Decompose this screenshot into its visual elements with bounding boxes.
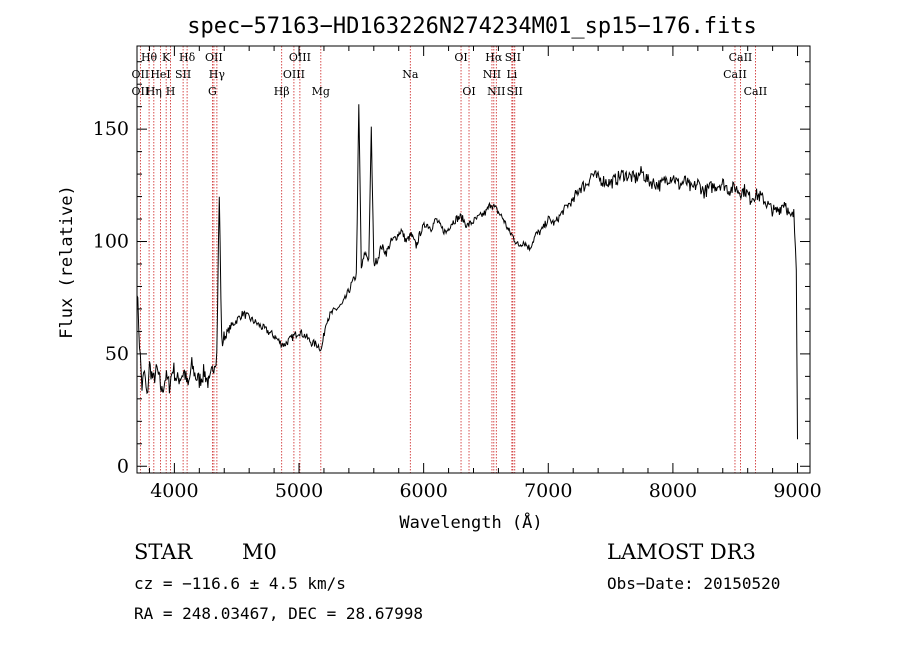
spectral-line-label: Hδ [179, 51, 196, 64]
spectral-line-label: SII [505, 51, 521, 64]
x-tick-label: 7000 [524, 480, 572, 502]
spectral-line-label: Li [506, 68, 517, 81]
spectral-line-label: OIII [289, 51, 311, 64]
spectral-line-label: OI [462, 85, 475, 98]
spectral-line-label: OIII [283, 68, 305, 81]
y-axis-ticks: 0 50 100 150 [93, 61, 810, 477]
x-tick-label: 8000 [649, 480, 697, 502]
spectral-labels-layer: Hθ OII OII K HeI Hη Hδ SII H OII Hγ G OIII OIII Hβ Mg Na… [132, 51, 768, 98]
y-tick-label: 50 [105, 343, 129, 365]
spectral-line-label: G [208, 85, 217, 98]
x-tick-label: 4000 [150, 480, 198, 502]
spectrum-line [136, 104, 798, 440]
spectral-line-label: OI [454, 51, 467, 64]
spectral-line-label: Hγ [209, 68, 226, 81]
spectral-line-label: Hβ [274, 85, 290, 98]
spectral-lines-layer [139, 46, 756, 473]
spectral-line-label: Hα [485, 51, 503, 64]
observation-date: Obs−Date: 20150520 [607, 574, 780, 593]
x-tick-label: 5000 [275, 480, 323, 502]
spectral-line-label: Mg [312, 85, 330, 98]
spectral-line-label: CaII [729, 51, 753, 64]
y-axis-label: Flux (relative) [57, 185, 77, 339]
spectral-line-label: NII [487, 85, 505, 98]
spectral-line-label: K [162, 51, 171, 64]
y-tick-label: 100 [93, 231, 129, 253]
ra-dec-coordinates: RA = 248.03467, DEC = 28.67998 [134, 604, 423, 623]
spectral-line-label: CaII [723, 68, 747, 81]
spectral-line-label: Na [402, 68, 419, 81]
spectral-line-label: H [166, 85, 176, 98]
spectral-line-label: OII [132, 85, 150, 98]
redshift-value: cz = −116.6 ± 4.5 km/s [134, 574, 346, 593]
spectral-line-label: OII [205, 51, 223, 64]
x-tick-label: 9000 [773, 480, 821, 502]
spectral-line-label: OII [132, 68, 150, 81]
y-tick-label: 0 [117, 455, 129, 477]
spectral-line-label: CaII [744, 85, 768, 98]
y-tick-label: 150 [93, 118, 129, 140]
x-tick-label: 6000 [399, 480, 447, 502]
survey-name: LAMOST DR3 [607, 540, 756, 564]
x-axis-label: Wavelength (Å) [399, 511, 542, 533]
x-axis-ticks: 4000 5000 6000 7000 8000 9000 [148, 46, 822, 502]
spectral-line-label: NII [483, 68, 501, 81]
spectral-line-label: Hη [146, 85, 162, 98]
spectral-line-label: SII [175, 68, 191, 81]
spectral-line-label: Hθ [141, 51, 158, 64]
chart-title: spec−57163−HD163226N274234M01_sp15−176.f… [187, 14, 757, 39]
object-subclass: M0 [242, 540, 277, 564]
spectral-line-label: SII [507, 85, 523, 98]
object-class: STAR [134, 540, 193, 564]
spectral-line-label: HeI [150, 68, 170, 81]
plot-frame [136, 45, 811, 474]
